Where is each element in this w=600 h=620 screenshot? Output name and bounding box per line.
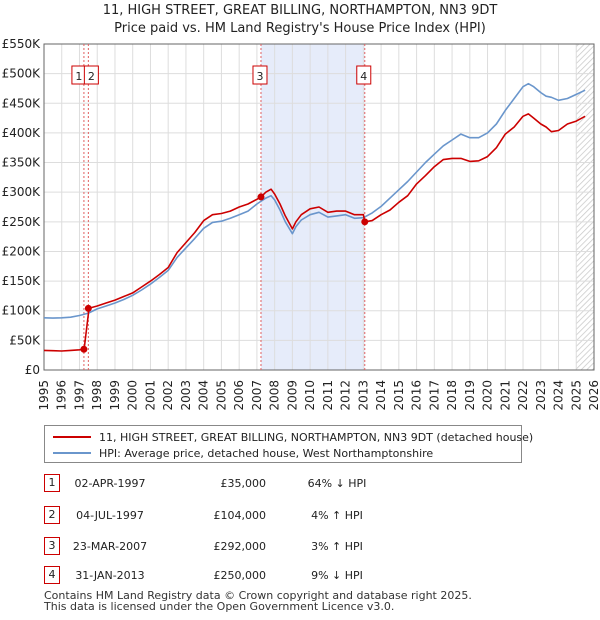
- x-tick-label: 2000: [126, 380, 140, 411]
- x-tick-label: 2003: [179, 380, 193, 411]
- transaction-label: 2: [88, 70, 95, 83]
- y-tick-label: £550K: [2, 37, 42, 51]
- legend-item-property: 11, HIGH STREET, GREAT BILLING, NORTHAMP…: [53, 429, 533, 445]
- transaction-point: [361, 218, 369, 226]
- x-tick-label: 2022: [516, 380, 530, 411]
- x-tick-label: 2021: [498, 380, 512, 411]
- transaction-row: 3 23-MAR-2007 £292,000 3% ↑ HPI: [0, 537, 600, 557]
- x-tick-label: 2020: [481, 380, 495, 411]
- x-tick-label: 2008: [268, 380, 282, 411]
- transaction-label-box: [356, 65, 372, 85]
- y-tick-label: £0: [25, 363, 40, 377]
- y-tick-label: £300K: [2, 185, 42, 199]
- transaction-label: 1: [75, 70, 82, 83]
- property-price-line: [43, 113, 586, 352]
- y-tick-label: £50K: [9, 333, 41, 347]
- transaction-hpi-diff: 64% ↓ HPI: [307, 477, 367, 490]
- transaction-point: [84, 304, 92, 312]
- x-tick-label: 2026: [587, 380, 600, 411]
- highlight-period: [260, 44, 365, 370]
- x-tick-label: 2015: [392, 380, 406, 411]
- transaction-label: 4: [360, 70, 367, 83]
- transaction-row: 4 31-JAN-2013 £250,000 9% ↓ HPI: [0, 566, 600, 586]
- transaction-point: [80, 345, 88, 353]
- transaction-hpi-diff: 9% ↓ HPI: [311, 569, 363, 582]
- x-tick-label: 2013: [356, 380, 370, 411]
- transaction-label: 3: [256, 70, 263, 83]
- hpi-line: [43, 82, 586, 319]
- plot-border: [43, 43, 595, 371]
- x-tick-label: 1996: [55, 380, 69, 411]
- transaction-badge: 2: [44, 506, 60, 524]
- transaction-label-box: [252, 65, 268, 85]
- y-tick-label: £400K: [2, 126, 42, 140]
- y-tick-label: £450K: [2, 96, 42, 110]
- x-tick-label: 2006: [232, 380, 246, 411]
- transaction-badge: 3: [44, 537, 60, 555]
- forecast-region: [576, 44, 594, 370]
- x-tick-label: 2010: [303, 380, 317, 411]
- footer: Contains HM Land Registry data © Crown c…: [44, 590, 472, 612]
- x-tick-label: 2001: [143, 380, 157, 411]
- transaction-date: 02-APR-1997: [74, 477, 146, 490]
- transaction-hpi-diff: 3% ↑ HPI: [311, 540, 363, 553]
- chart-title: 11, HIGH STREET, GREAT BILLING, NORTHAMP…: [103, 3, 498, 18]
- transaction-hpi-diff: 4% ↑ HPI: [311, 509, 363, 522]
- x-tick-label: 2007: [250, 380, 264, 411]
- x-tick-label: 2012: [339, 380, 353, 411]
- x-tick-label: 1995: [37, 380, 51, 411]
- legend-swatch-property: [53, 436, 91, 438]
- x-tick-label: 2016: [410, 380, 424, 411]
- x-tick-label: 2005: [214, 380, 228, 411]
- legend-label-hpi: HPI: Average price, detached house, West…: [99, 446, 434, 460]
- x-tick-label: 1997: [72, 380, 86, 411]
- y-tick-label: £500K: [2, 67, 42, 81]
- legend-label-property: 11, HIGH STREET, GREAT BILLING, NORTHAMP…: [99, 430, 534, 444]
- legend-item-hpi: HPI: Average price, detached house, West…: [53, 445, 433, 461]
- transaction-row: 1 02-APR-1997 £35,000 64% ↓ HPI: [0, 474, 600, 494]
- x-tick-label: 2019: [463, 380, 477, 411]
- transaction-row: 2 04-JUL-1997 £104,000 4% ↑ HPI: [0, 506, 600, 526]
- x-tick-label: 2002: [161, 380, 175, 411]
- transaction-price: £292,000: [213, 540, 267, 553]
- transaction-price: £250,000: [213, 569, 267, 582]
- footer-licence: This data is licensed under the Open Gov…: [44, 600, 395, 613]
- y-tick-label: £100K: [2, 304, 42, 318]
- x-tick-label: 2011: [321, 380, 335, 411]
- transaction-date: 23-MAR-2007: [72, 540, 148, 553]
- price-chart: 11, HIGH STREET, GREAT BILLING, NORTHAMP…: [2, 3, 600, 411]
- y-tick-label: £250K: [2, 215, 42, 229]
- x-tick-label: 2025: [569, 380, 583, 411]
- legend-swatch-hpi: [53, 452, 91, 454]
- x-tick-label: 2014: [374, 380, 388, 411]
- transaction-price: £35,000: [220, 477, 267, 490]
- x-tick-label: 1998: [90, 380, 104, 411]
- transaction-badge: 4: [44, 566, 60, 584]
- transaction-price: £104,000: [213, 509, 267, 522]
- x-tick-label: 2018: [445, 380, 459, 411]
- plot-area: £0 £50K £100K £150K £200K £250K £300K £350K £400…: [2, 37, 600, 411]
- x-tick-label: 2024: [552, 380, 566, 411]
- chart-subtitle: Price paid vs. HM Land Registry's House …: [114, 21, 486, 36]
- x-tick-label: 1999: [108, 380, 122, 411]
- footer-copyright: Contains HM Land Registry data © Crown c…: [44, 589, 472, 602]
- transaction-date: 04-JUL-1997: [76, 509, 144, 522]
- transaction-badge: 1: [44, 474, 60, 492]
- x-tick-label: 2017: [427, 380, 441, 411]
- y-tick-label: £350K: [2, 156, 42, 170]
- transaction-label-box: [83, 65, 99, 85]
- x-tick-label: 2023: [534, 380, 548, 411]
- y-tick-label: £200K: [2, 244, 42, 258]
- x-tick-label: 2009: [285, 380, 299, 411]
- transaction-point: [257, 193, 265, 201]
- legend: 11, HIGH STREET, GREAT BILLING, NORTHAMP…: [44, 425, 533, 463]
- transaction-date: 31-JAN-2013: [75, 569, 145, 582]
- x-tick-label: 2004: [197, 380, 211, 411]
- y-tick-label: £150K: [2, 274, 42, 288]
